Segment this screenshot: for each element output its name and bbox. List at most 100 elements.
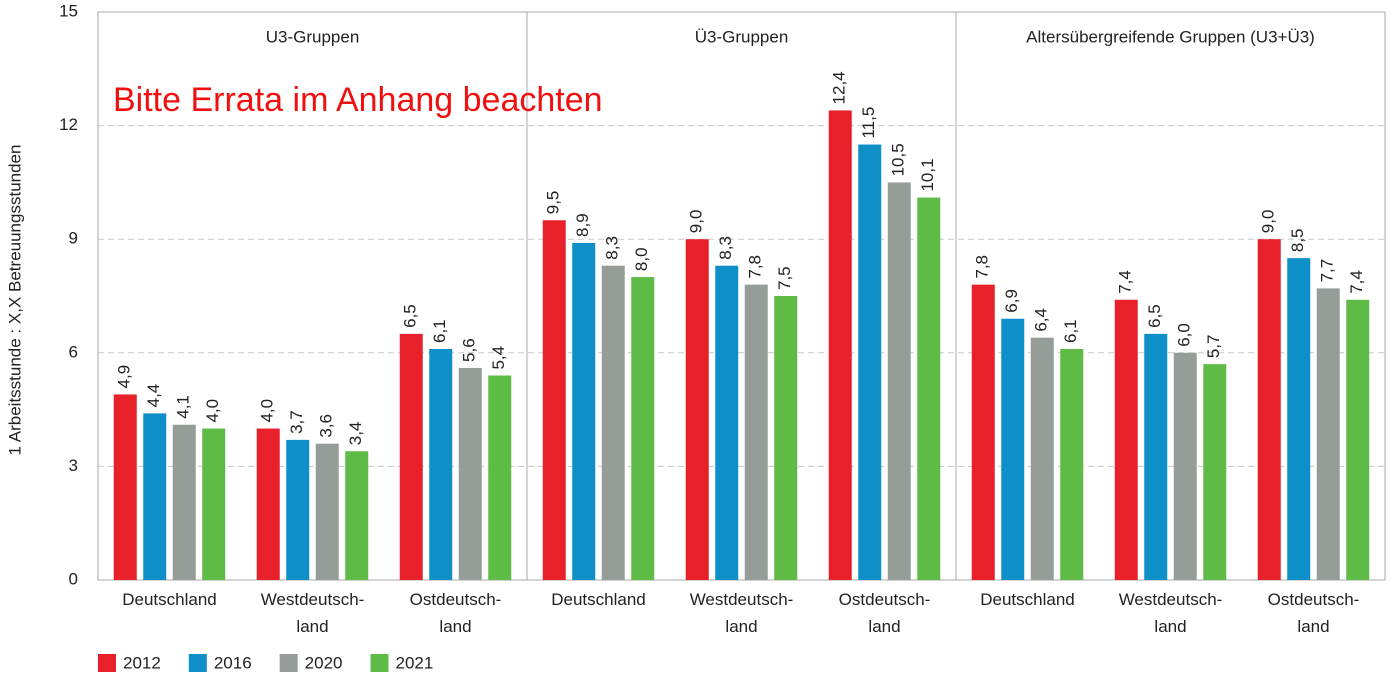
- bar: [1060, 349, 1084, 580]
- bar: [1316, 288, 1340, 580]
- y-tick-label: 12: [59, 115, 78, 134]
- value-label: 7,8: [746, 255, 765, 279]
- bar: [744, 284, 768, 580]
- value-label: 6,4: [1032, 308, 1051, 332]
- bar: [286, 439, 310, 580]
- bar: [345, 451, 369, 580]
- y-axis-label: 1 Arbeitsstunde : X,X Betreuungsstunden: [5, 145, 24, 456]
- value-label: 7,8: [973, 255, 992, 279]
- value-label: 6,5: [401, 304, 420, 328]
- x-tick-label: Westdeutsch-land: [261, 590, 365, 636]
- bar: [685, 239, 709, 580]
- bar: [113, 394, 137, 580]
- bar: [143, 413, 167, 580]
- value-label: 5,6: [460, 338, 479, 362]
- x-tick-label: Ostdeutsch-land: [839, 590, 931, 636]
- y-tick-label: 0: [69, 569, 78, 588]
- legend-swatch: [279, 654, 298, 672]
- bar: [1030, 337, 1054, 580]
- x-tick-label: Deutschland: [980, 590, 1075, 609]
- value-label: 8,3: [716, 236, 735, 260]
- value-label: 5,7: [1204, 335, 1223, 359]
- value-label: 6,9: [1002, 289, 1021, 313]
- group-label: U3-Gruppen: [266, 27, 360, 46]
- bar: [774, 296, 798, 580]
- value-label: 11,5: [859, 107, 878, 139]
- value-label: 5,4: [489, 346, 508, 370]
- bar: [1287, 258, 1311, 580]
- legend-label: 2016: [214, 653, 252, 672]
- y-tick-label: 6: [69, 342, 78, 361]
- bar: [572, 242, 596, 580]
- bar: [542, 220, 566, 580]
- value-label: 6,0: [1175, 323, 1194, 347]
- y-tick-label: 15: [59, 1, 78, 20]
- bar: [887, 182, 911, 580]
- bar: [631, 277, 655, 580]
- value-label: 9,0: [1259, 210, 1278, 234]
- bar: [315, 443, 339, 580]
- value-label: 7,7: [1318, 259, 1337, 283]
- x-tick-label: Westdeutsch-land: [1119, 590, 1223, 636]
- value-label: 7,4: [1347, 270, 1366, 294]
- value-label: 3,7: [287, 410, 306, 434]
- value-label: 8,5: [1288, 228, 1307, 252]
- group-label: Altersübergreifende Gruppen (U3+Ü3): [1026, 27, 1315, 46]
- value-label: 3,4: [346, 422, 365, 446]
- value-label: 9,0: [687, 210, 706, 234]
- value-label: 10,5: [889, 143, 908, 176]
- value-label: 4,0: [258, 399, 277, 423]
- bar: [488, 375, 512, 580]
- bar: [601, 265, 625, 580]
- bar: [828, 110, 852, 580]
- value-label: 10,1: [918, 158, 937, 191]
- value-label: 9,5: [544, 191, 563, 215]
- value-label: 7,5: [775, 266, 794, 290]
- bar: [715, 265, 739, 580]
- bar: [917, 197, 941, 580]
- legend-label: 2021: [395, 653, 433, 672]
- value-label: 8,3: [603, 236, 622, 260]
- value-label: 6,5: [1145, 304, 1164, 328]
- legend-label: 2012: [123, 653, 161, 672]
- bar: [1346, 299, 1370, 580]
- value-label: 8,9: [573, 213, 592, 237]
- value-label: 6,1: [1061, 319, 1080, 343]
- bar: [458, 367, 482, 580]
- group-label: Ü3-Gruppen: [695, 27, 789, 46]
- value-label: 8,0: [632, 247, 651, 271]
- legend-swatch: [98, 654, 116, 672]
- y-tick-label: 3: [69, 456, 78, 475]
- x-tick-label: Deutschland: [122, 590, 217, 609]
- legend-label: 2020: [305, 653, 343, 672]
- bar: [1173, 352, 1197, 580]
- value-label: 3,6: [317, 414, 336, 438]
- legend-swatch: [188, 654, 207, 672]
- bar: [202, 428, 226, 580]
- bar: [399, 333, 423, 580]
- bar: [1203, 364, 1227, 580]
- value-label: 4,9: [115, 365, 134, 389]
- value-label: 12,4: [830, 71, 849, 104]
- plot-frame: [97, 11, 1386, 581]
- bar: [858, 144, 882, 581]
- bar: [429, 349, 453, 580]
- y-tick-label: 9: [69, 229, 78, 248]
- bar: [172, 424, 196, 580]
- value-label: 4,1: [174, 395, 193, 419]
- bar: [1257, 239, 1281, 580]
- bar: [1001, 318, 1025, 580]
- annotation: Bitte Errata im Anhang beachten: [113, 81, 603, 119]
- value-label: 4,4: [144, 384, 163, 408]
- x-tick-label: Deutschland: [551, 590, 646, 609]
- bar: [971, 284, 995, 580]
- bar: [1114, 299, 1138, 580]
- legend-swatch: [370, 654, 389, 672]
- value-label: 4,0: [203, 399, 222, 423]
- x-tick-label: Westdeutsch-land: [690, 590, 794, 636]
- bar: [1144, 333, 1168, 580]
- x-tick-label: Ostdeutsch-land: [1268, 590, 1360, 636]
- value-label: 7,4: [1116, 270, 1135, 294]
- value-label: 6,1: [430, 319, 449, 343]
